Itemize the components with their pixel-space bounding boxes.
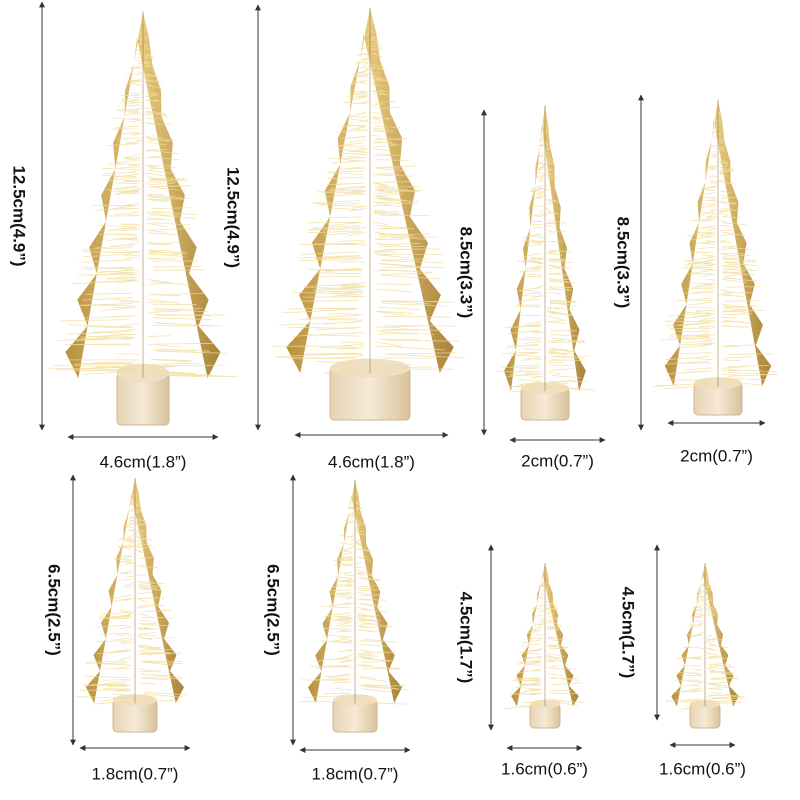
tree-foliage xyxy=(286,8,454,374)
height-label: 4.5cm(1.7”) xyxy=(619,587,638,679)
height-label: 6.5cm(2.5”) xyxy=(45,564,64,656)
tree-bristles xyxy=(46,10,238,378)
height-label: 4.5cm(1.7”) xyxy=(457,592,476,684)
tree-foliage xyxy=(504,105,586,392)
tree-bristles xyxy=(76,478,187,705)
tree xyxy=(665,563,746,729)
tree-foliage xyxy=(664,100,772,387)
tree-foliage xyxy=(65,12,221,379)
height-label: 8.5cm(3.3”) xyxy=(457,227,476,319)
height-label: 6.5cm(2.5”) xyxy=(264,564,283,656)
width-label: 2cm(0.7”) xyxy=(521,451,594,470)
tree-foliage xyxy=(511,563,579,707)
tree-foliage xyxy=(308,480,402,704)
height-label: 8.5cm(3.3”) xyxy=(614,217,633,309)
tree xyxy=(298,479,409,733)
tree-foliage xyxy=(85,478,185,704)
tree xyxy=(653,99,778,416)
width-label: 2cm(0.7”) xyxy=(680,446,753,465)
width-label: 1.6cm(0.6”) xyxy=(501,759,588,778)
tree xyxy=(76,478,187,733)
tree-bristles xyxy=(665,563,746,711)
width-label: 4.6cm(1.8”) xyxy=(100,452,187,471)
tree-bristles xyxy=(653,99,778,390)
tree xyxy=(504,563,586,729)
tree-bristles xyxy=(271,8,465,374)
height-label: 12.5cm(4.9”) xyxy=(224,167,243,268)
width-label: 4.6cm(1.8”) xyxy=(328,452,415,471)
tree-bristles xyxy=(298,479,409,705)
width-label: 1.6cm(0.6”) xyxy=(659,759,746,778)
height-label: 12.5cm(4.9”) xyxy=(10,165,29,266)
width-label: 1.8cm(0.7”) xyxy=(92,764,179,783)
tree xyxy=(46,10,238,426)
tree-bristles xyxy=(504,563,586,710)
tree xyxy=(271,8,465,421)
width-label: 1.8cm(0.7”) xyxy=(312,764,399,783)
tree-bristles xyxy=(496,105,596,393)
tree xyxy=(496,105,596,421)
